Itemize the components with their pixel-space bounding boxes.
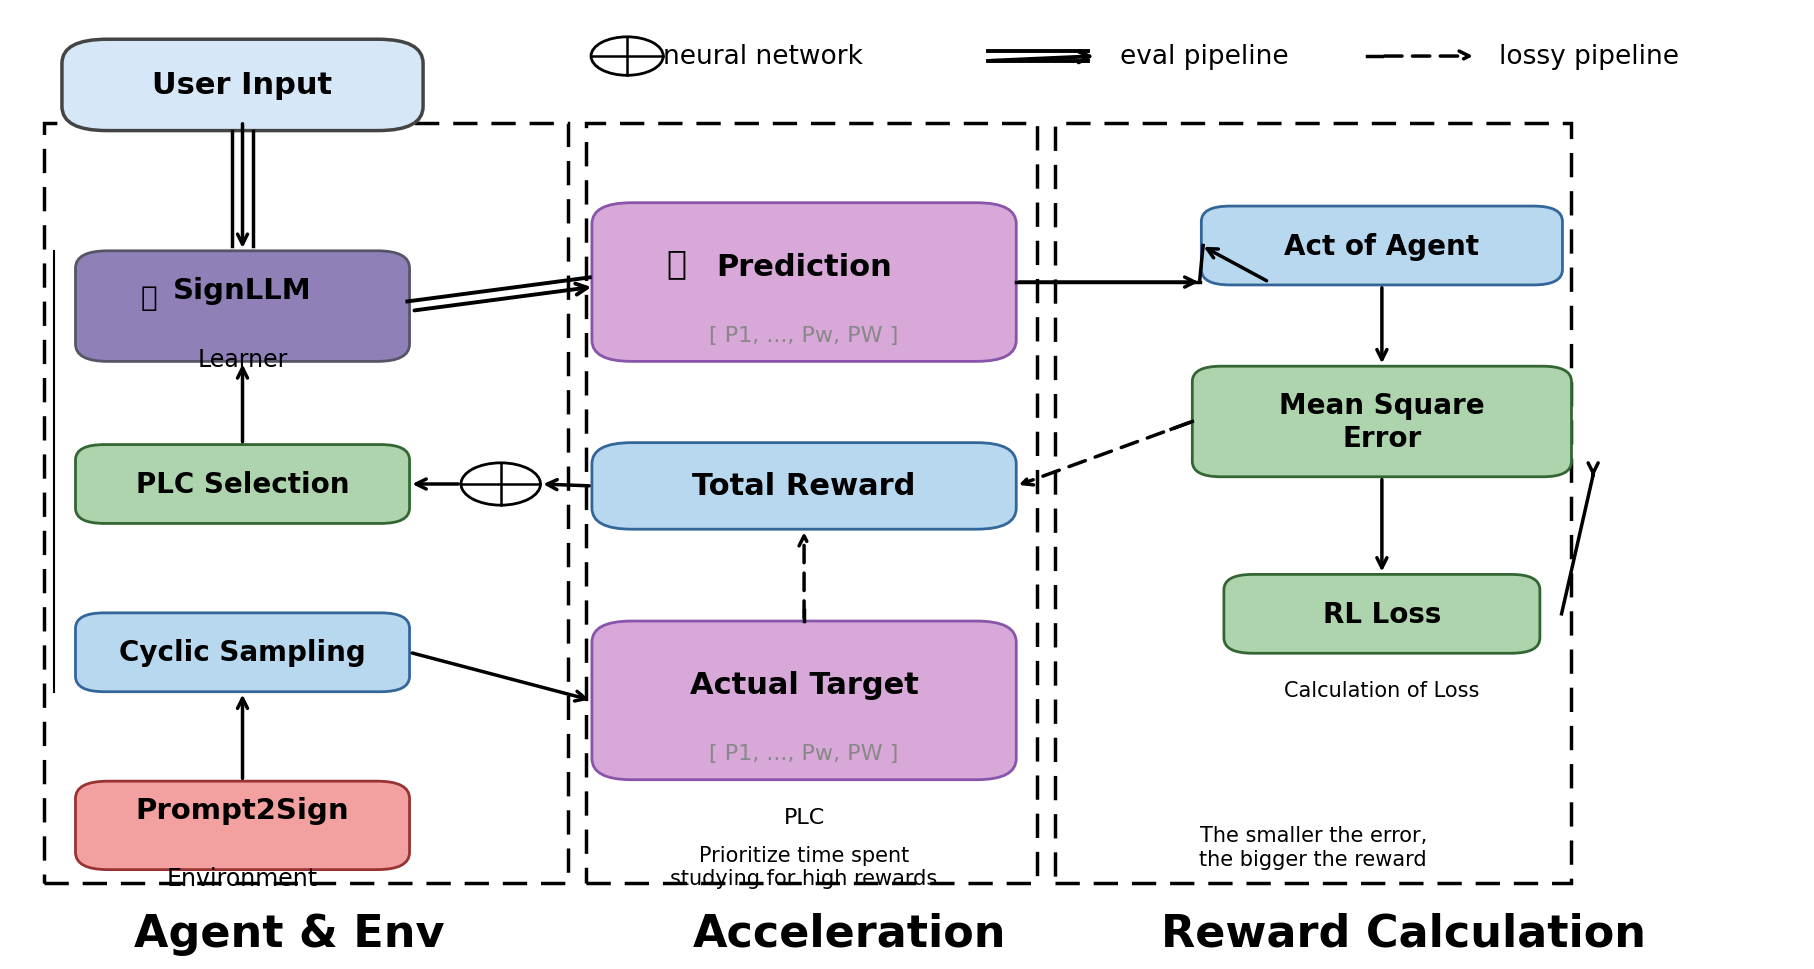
Text: Environment: Environment: [167, 866, 317, 891]
FancyBboxPatch shape: [1192, 367, 1571, 478]
Text: The smaller the error,
the bigger the reward: The smaller the error, the bigger the re…: [1199, 826, 1428, 868]
Text: [ P1, ..., Pw, PW ]: [ P1, ..., Pw, PW ]: [709, 743, 898, 764]
Text: Acceleration: Acceleration: [693, 912, 1007, 954]
Text: SignLLM: SignLLM: [172, 277, 312, 305]
FancyBboxPatch shape: [591, 203, 1016, 362]
Text: Total Reward: Total Reward: [693, 472, 916, 501]
Bar: [44, 124, 568, 883]
Text: Reward Calculation: Reward Calculation: [1161, 912, 1645, 954]
FancyBboxPatch shape: [591, 621, 1016, 780]
Text: Actual Target: Actual Target: [689, 671, 918, 700]
Text: Mean Square
Error: Mean Square Error: [1279, 391, 1484, 453]
Text: 🤟: 🤟: [668, 247, 688, 280]
Circle shape: [461, 463, 541, 506]
FancyBboxPatch shape: [1224, 575, 1540, 653]
Text: Prompt2Sign: Prompt2Sign: [136, 796, 350, 824]
Text: RL Loss: RL Loss: [1322, 600, 1440, 628]
Bar: [586, 124, 1038, 883]
Text: PLC Selection: PLC Selection: [136, 471, 350, 498]
Text: Agent & Env: Agent & Env: [134, 912, 444, 954]
FancyBboxPatch shape: [76, 613, 410, 692]
Circle shape: [591, 38, 664, 77]
Text: Prediction: Prediction: [717, 252, 892, 281]
Text: User Input: User Input: [152, 72, 332, 101]
Text: lossy pipeline: lossy pipeline: [1498, 44, 1680, 70]
Bar: [1056, 124, 1571, 883]
Text: Cyclic Sampling: Cyclic Sampling: [120, 639, 366, 667]
Text: eval pipeline: eval pipeline: [1119, 44, 1288, 70]
Text: Calculation of Loss: Calculation of Loss: [1284, 680, 1480, 701]
FancyBboxPatch shape: [1201, 206, 1562, 286]
Text: Learner: Learner: [198, 348, 288, 371]
Text: 👥: 👥: [141, 284, 158, 312]
FancyBboxPatch shape: [76, 252, 410, 362]
FancyBboxPatch shape: [76, 781, 410, 870]
FancyBboxPatch shape: [62, 40, 423, 132]
Text: Prioritize time spent
studying for high rewards: Prioritize time spent studying for high …: [671, 845, 938, 889]
Text: Act of Agent: Act of Agent: [1284, 233, 1480, 261]
FancyBboxPatch shape: [76, 445, 410, 524]
Text: neural network: neural network: [664, 44, 863, 70]
Text: PLC: PLC: [784, 807, 825, 827]
FancyBboxPatch shape: [591, 443, 1016, 530]
Text: [ P1, ..., Pw, PW ]: [ P1, ..., Pw, PW ]: [709, 326, 898, 346]
